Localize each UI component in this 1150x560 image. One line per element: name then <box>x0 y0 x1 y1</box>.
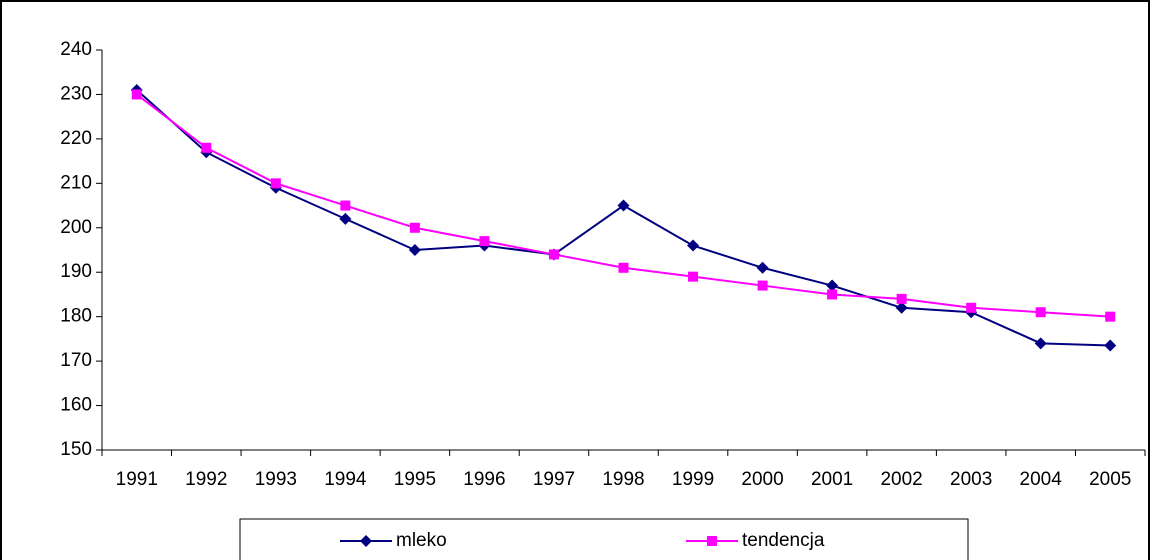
point <box>617 199 630 212</box>
x-tick-label: 1998 <box>602 469 644 490</box>
y-tick-label: 210 <box>60 172 92 193</box>
y-tick-label: 150 <box>60 439 92 460</box>
point <box>270 178 281 189</box>
y-tick-label: 240 <box>60 39 92 60</box>
y-tick-label: 170 <box>60 350 92 371</box>
point <box>1035 307 1046 318</box>
point <box>1104 339 1117 352</box>
x-tick-label: 2002 <box>880 469 922 490</box>
point <box>687 239 700 252</box>
point <box>201 142 212 153</box>
x-tick-label: 1993 <box>255 469 297 490</box>
point <box>895 301 908 314</box>
point <box>826 279 839 292</box>
x-tick-label: 2001 <box>811 469 853 490</box>
x-tick-label: 1996 <box>463 469 505 490</box>
point <box>688 271 699 282</box>
y-tick-label: 220 <box>60 128 92 149</box>
x-tick-label: 1994 <box>324 469 367 490</box>
legend-label: mleko <box>396 530 447 551</box>
y-tick-label: 230 <box>60 83 92 104</box>
legend-box <box>239 518 969 560</box>
point <box>131 89 142 100</box>
x-tick-label: 1995 <box>394 469 436 490</box>
point <box>1105 311 1116 322</box>
point <box>479 236 490 247</box>
x-tick-label: 2004 <box>1020 469 1063 490</box>
x-tick-label: 2003 <box>950 469 992 490</box>
x-tick-label: 2005 <box>1089 469 1131 490</box>
y-tick-label: 200 <box>60 217 92 238</box>
point <box>408 244 421 256</box>
point <box>548 249 559 260</box>
x-tick-label: 1992 <box>185 469 227 490</box>
point <box>757 280 768 291</box>
x-tick-label: 1999 <box>672 469 714 490</box>
point <box>756 261 769 274</box>
point <box>339 212 352 225</box>
legend-marker <box>707 536 717 546</box>
point <box>618 262 629 273</box>
y-tick-label: 180 <box>60 306 92 327</box>
legend: mleko tendencja <box>239 518 969 560</box>
point <box>966 302 977 313</box>
y-tick-label: 190 <box>60 261 92 282</box>
point <box>1034 337 1047 350</box>
legend-label: tendencja <box>742 530 825 551</box>
legend-marker <box>360 535 372 547</box>
point <box>827 289 838 300</box>
point <box>409 222 420 233</box>
x-tick-label: 1997 <box>533 469 575 490</box>
point <box>340 200 351 211</box>
x-tick-label: 2000 <box>741 469 783 490</box>
y-tick-label: 160 <box>60 395 92 416</box>
x-tick-label: 1991 <box>116 469 158 490</box>
point <box>896 293 907 304</box>
